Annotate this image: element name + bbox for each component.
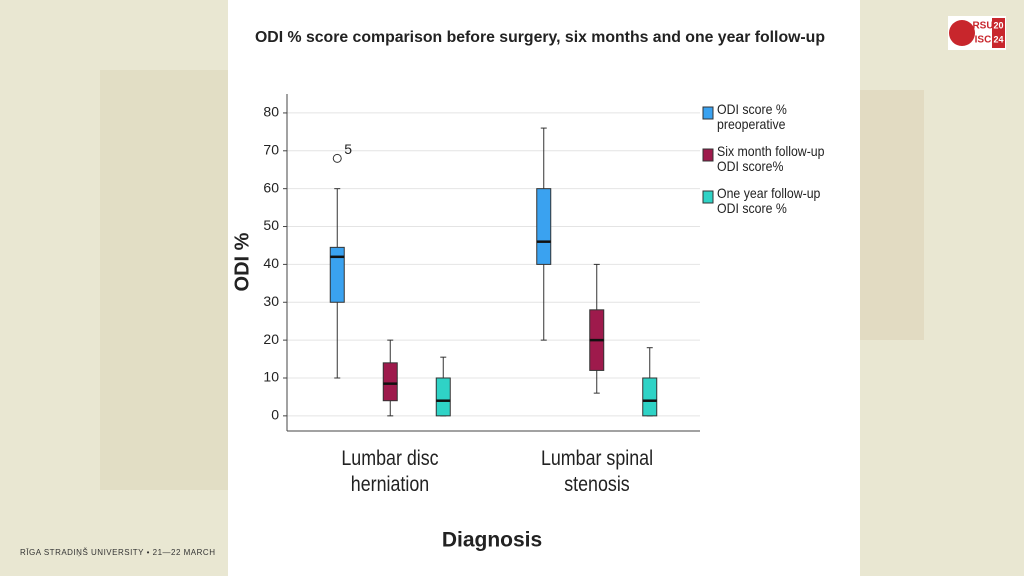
outlier [332,153,342,163]
background-photo [100,70,228,490]
logo-text: 20 [993,20,1003,30]
y-tick-label: 40 [263,255,279,271]
y-tick-label: 20 [263,331,279,347]
logo-text: 24 [993,34,1003,44]
legend-label: ODI score % preoperative [717,101,787,132]
logo-text: ISC [975,35,992,46]
legend-swatch [702,190,714,204]
legend-label: One year follow-up ODI score % [717,185,821,216]
y-tick-label: 30 [263,293,279,309]
box [536,188,552,265]
legend-swatch [702,148,714,162]
box [642,377,658,417]
chart-title: ODI % score comparison before surgery, s… [255,29,825,46]
y-tick-label: 60 [263,179,279,195]
logo-text: RSU [972,21,993,32]
box [435,377,451,417]
logo-mark [949,20,975,46]
background-photo [860,90,924,340]
footer-text: RĪGA STRADIŅŠ UNIVERSITY • 21—22 MARCH [20,548,215,557]
x-tick-label: Lumbar disc herniation [341,447,439,496]
y-tick-label: 10 [263,369,279,385]
y-tick-label: 70 [263,142,279,158]
x-tick-label: Lumbar spinal stenosis [540,447,653,496]
legend-label: Six month follow-up ODI score% [717,143,825,174]
y-tick-label: 80 [263,104,279,120]
box [382,362,398,402]
outlier-label: 5 [344,141,352,157]
logo-year-box [992,18,1005,48]
y-axis-label: ODI % [231,232,253,291]
y-tick-label: 50 [263,217,279,233]
legend-swatch [702,106,714,120]
y-tick-label: 0 [271,407,279,423]
box [329,246,345,303]
x-axis-label: Diagnosis [442,529,542,552]
